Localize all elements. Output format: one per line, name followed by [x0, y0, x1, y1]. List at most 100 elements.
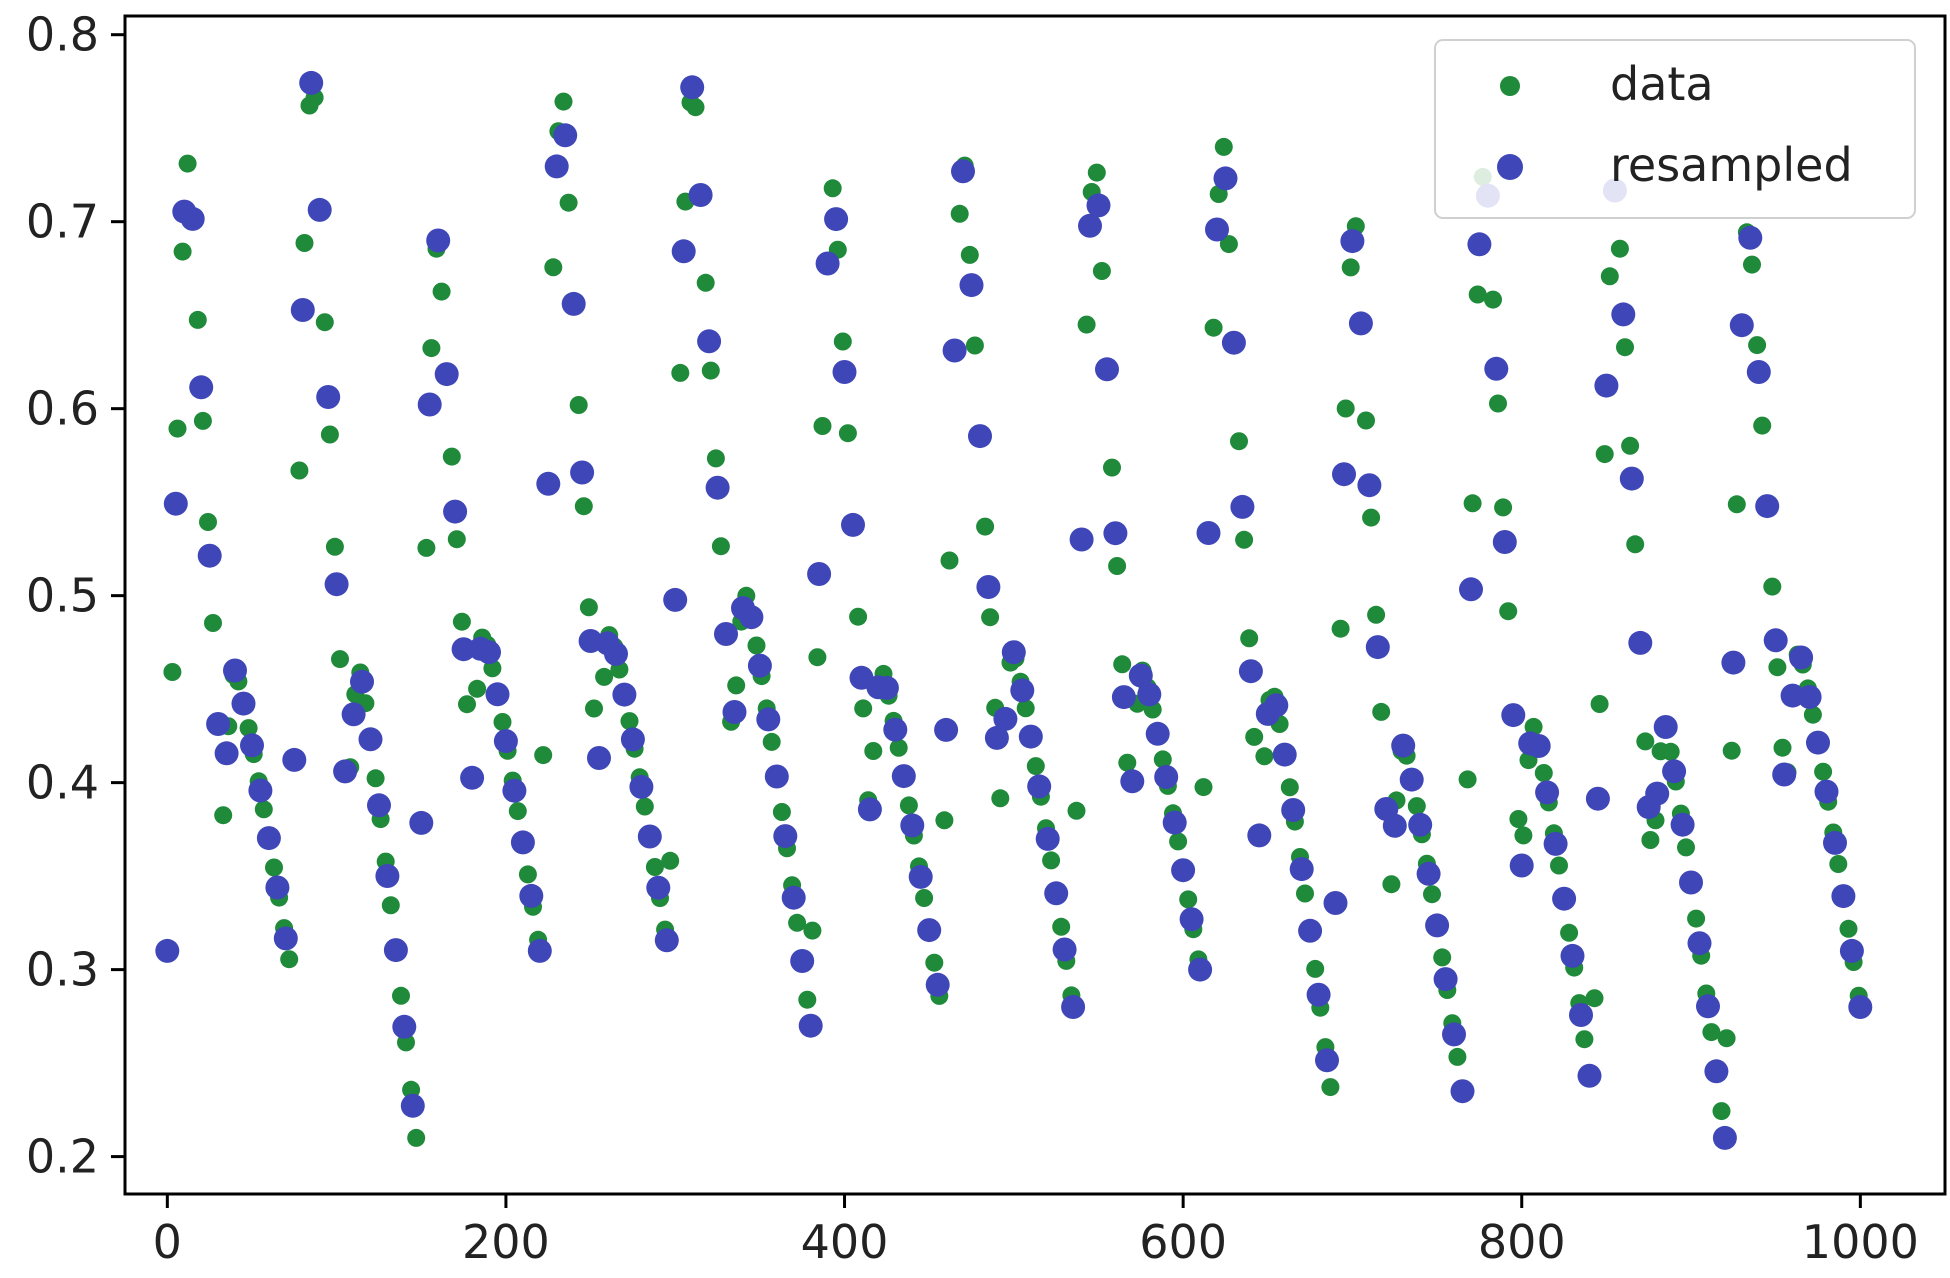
data-point — [1092, 262, 1111, 280]
data-point — [925, 953, 944, 972]
data-point — [1296, 884, 1314, 903]
x-tick-label: 0 — [153, 1215, 182, 1269]
resampled-point — [1552, 886, 1577, 911]
resampled-point — [959, 273, 984, 298]
data-point — [1087, 163, 1106, 182]
data-point — [1727, 495, 1746, 514]
y-tick-label: 0.8 — [26, 8, 99, 62]
resampled-point — [1238, 659, 1263, 684]
data-point — [1179, 890, 1198, 909]
resampled-point — [155, 938, 180, 963]
data-point — [1042, 851, 1061, 870]
resampled-point — [265, 875, 290, 900]
resampled-point — [1086, 193, 1111, 218]
resampled-point — [925, 972, 950, 997]
data-point — [534, 746, 553, 765]
y-tick-label: 0.2 — [26, 1130, 99, 1184]
data-point — [727, 676, 746, 695]
x-axis: 0 200 400 600 800 1000 — [153, 1194, 1919, 1269]
resampled-point — [1433, 967, 1458, 992]
resampled-point — [934, 717, 959, 742]
data-point — [772, 803, 791, 821]
resampled-point — [620, 727, 645, 752]
data-point — [422, 339, 441, 358]
data-point — [762, 732, 781, 751]
data-point — [239, 719, 258, 738]
resampled-point — [654, 928, 679, 953]
resampled-point — [1746, 360, 1771, 384]
data-point — [1722, 741, 1741, 760]
data-point — [1743, 255, 1761, 274]
resampled-point — [1230, 494, 1255, 519]
y-tick-label: 0.4 — [26, 756, 99, 810]
resampled-point — [290, 298, 315, 322]
resampled-point — [527, 938, 552, 963]
resampled-point — [1348, 311, 1373, 336]
resampled-point — [900, 813, 925, 838]
data-point — [1194, 778, 1213, 797]
data-point — [1514, 826, 1533, 845]
data-point — [1484, 290, 1502, 309]
resampled-point — [1839, 938, 1864, 963]
resampled-point — [1027, 774, 1052, 799]
resampled-point — [1069, 527, 1094, 552]
data-point — [468, 679, 487, 698]
resampled-point — [951, 159, 975, 184]
data-point — [960, 245, 979, 264]
resampled-point — [1154, 765, 1179, 789]
resampled-point — [383, 938, 408, 963]
resampled-point — [883, 717, 908, 742]
data-point — [1052, 917, 1071, 936]
resampled-point — [1577, 1063, 1602, 1088]
data-point — [366, 769, 385, 788]
resampled-point — [1340, 229, 1365, 254]
data-point — [320, 425, 339, 444]
resampled-point — [1467, 232, 1492, 257]
data-point — [686, 98, 705, 117]
data-point — [813, 417, 832, 435]
data-point — [849, 607, 868, 626]
resampled-point — [1272, 742, 1297, 767]
data-point — [1499, 602, 1518, 621]
data-point — [1026, 757, 1045, 776]
resampled-point — [1484, 356, 1509, 381]
data-point — [1712, 1102, 1731, 1121]
resampled-point — [1738, 225, 1763, 250]
resampled-point — [180, 206, 205, 231]
resampled-point — [1035, 826, 1060, 851]
data-point — [1814, 762, 1833, 781]
y-tick-label: 0.5 — [26, 569, 99, 623]
x-tick-label: 1000 — [1802, 1215, 1919, 1269]
data-point — [899, 796, 918, 815]
resampled-point — [1196, 521, 1221, 545]
data-point — [1590, 695, 1609, 713]
data-point — [1773, 738, 1792, 757]
data-point — [706, 449, 725, 468]
data-point — [889, 738, 908, 757]
legend-marker-data — [1500, 76, 1520, 96]
x-tick-label: 400 — [801, 1215, 889, 1269]
resampled-point — [1755, 494, 1780, 519]
resampled-point — [1188, 957, 1213, 982]
data-point — [661, 851, 680, 870]
resampled-point — [824, 207, 849, 232]
data-point — [620, 712, 639, 731]
resampled-point — [747, 653, 772, 678]
data-point — [569, 396, 588, 414]
data-point — [1433, 948, 1452, 967]
data-point — [1636, 732, 1655, 751]
data-point — [981, 608, 1000, 627]
resampled-point — [1823, 830, 1847, 855]
resampled-point — [874, 675, 899, 700]
resampled-point — [189, 375, 214, 400]
resampled-point — [1721, 650, 1746, 675]
data-point — [392, 986, 410, 1005]
data-point — [574, 497, 593, 516]
data-point — [199, 513, 217, 531]
resampled-point — [1365, 635, 1390, 660]
data-point — [417, 538, 436, 557]
resampled-point — [1103, 521, 1128, 546]
data-point — [1306, 959, 1325, 978]
